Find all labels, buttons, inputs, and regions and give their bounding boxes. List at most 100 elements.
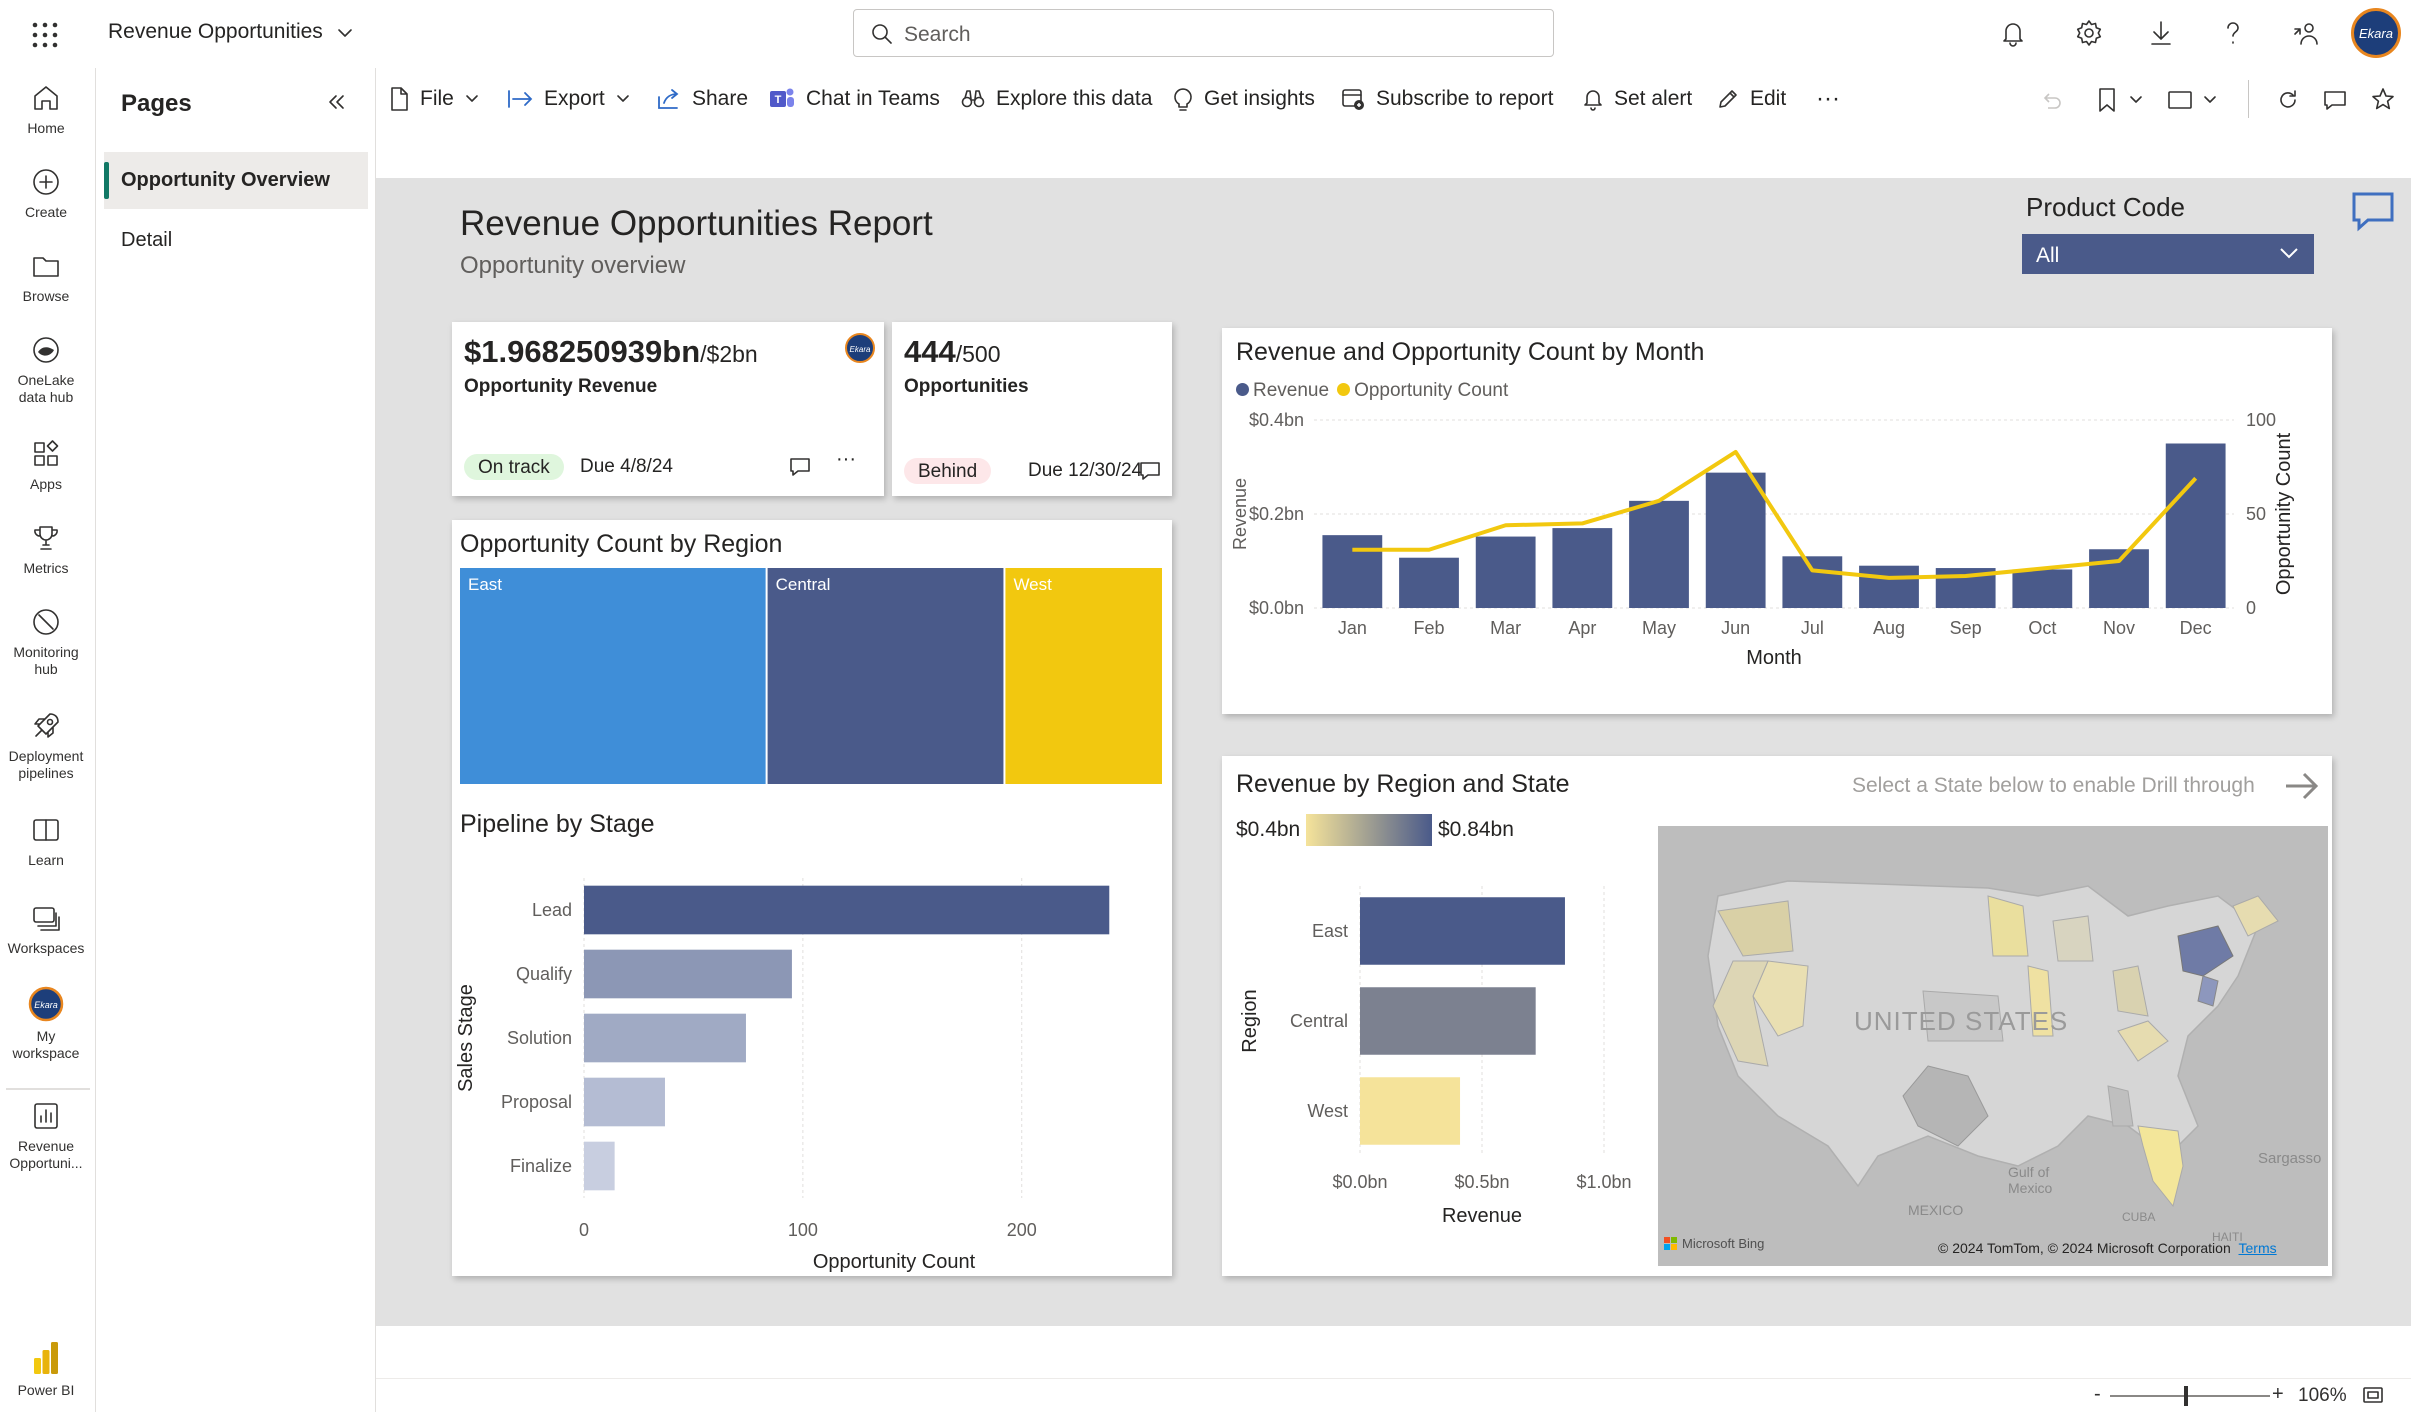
nav-item-onelake[interactable]: OneLake data hub xyxy=(0,334,92,406)
fit-to-page-icon[interactable] xyxy=(2362,1385,2384,1405)
nav-item-apps[interactable]: Apps xyxy=(0,438,92,493)
nav-item-create[interactable]: Create xyxy=(0,166,92,221)
view-icon[interactable] xyxy=(2166,88,2194,112)
terms-link[interactable]: Terms xyxy=(2238,1240,2277,1256)
pipeline-bar-proposal[interactable] xyxy=(584,1077,665,1127)
zoom-slider-thumb[interactable] xyxy=(2184,1386,2188,1406)
y-tick-label: $0.4bn xyxy=(1249,410,1304,430)
chevron-down-icon xyxy=(466,95,478,102)
kpi-more-options[interactable]: ··· xyxy=(836,448,856,470)
map-label-mexico: MEXICO xyxy=(1908,1202,1964,1218)
bell-icon[interactable] xyxy=(1998,18,2028,48)
y-tick-label: Finalize xyxy=(510,1156,572,1176)
nav-item-revenue-report[interactable]: Revenue Opportuni... xyxy=(0,1100,92,1172)
zoom-out-button[interactable]: - xyxy=(2094,1383,2101,1405)
us-map[interactable]: UNITED STATES MEXICO Gulf of Mexico Sarg… xyxy=(1658,826,2328,1266)
favorite-star-icon[interactable] xyxy=(2370,86,2396,112)
nav-item-home[interactable]: Home xyxy=(0,82,92,137)
chevron-down-icon xyxy=(616,95,629,102)
page-tab-opportunity-overview[interactable]: Opportunity Overview xyxy=(104,152,368,209)
chevron-down-icon[interactable] xyxy=(2202,94,2218,106)
comment-icon[interactable] xyxy=(1138,460,1162,482)
subscribe-icon xyxy=(1342,89,1364,110)
power-bi-brand[interactable]: Power BI xyxy=(0,1340,92,1399)
pipeline-bar-qualify[interactable] xyxy=(584,949,792,999)
share-feedback-icon[interactable] xyxy=(2290,18,2320,48)
svg-text:Ekara: Ekara xyxy=(850,345,871,354)
pipeline-bar-lead[interactable] xyxy=(584,885,1110,935)
download-icon[interactable] xyxy=(2146,18,2176,48)
user-avatar[interactable]: Ekara xyxy=(2351,8,2401,58)
get-insights-button[interactable]: Get insights xyxy=(1172,82,1315,116)
legend-revenue[interactable]: Revenue xyxy=(1236,380,1329,402)
treemap-label: West xyxy=(1013,575,1052,594)
x-tick-label: Aug xyxy=(1873,618,1905,638)
bookmark-icon[interactable] xyxy=(2096,86,2118,114)
kpi-count-due-date: Due 12/30/24 xyxy=(1028,460,1143,481)
explore-data-button[interactable]: Explore this data xyxy=(960,82,1152,116)
revenue-bar[interactable] xyxy=(2012,569,2073,608)
revenue-bar[interactable] xyxy=(1475,536,1536,608)
search-input[interactable]: Search xyxy=(853,9,1554,57)
revenue-bar[interactable] xyxy=(1629,500,1689,608)
combo-chart[interactable]: $0.0bn $0.2bn $0.4bn 0 50 100 Revenue Opportuni… xyxy=(1222,408,2332,714)
chevron-down-icon[interactable] xyxy=(2128,94,2144,106)
app-title[interactable]: Revenue Opportunities xyxy=(108,20,323,43)
region-bar-central[interactable] xyxy=(1360,987,1536,1055)
nav-item-my-workspace[interactable]: Ekara My workspace xyxy=(0,986,92,1062)
revenue-bar[interactable] xyxy=(1399,557,1459,608)
undo-icon[interactable] xyxy=(2040,90,2062,112)
file-menu[interactable]: File xyxy=(388,82,480,116)
gradient-legend-min: $0.4bn xyxy=(1236,818,1301,841)
nav-item-browse[interactable]: Browse xyxy=(0,250,92,305)
arrow-right-icon[interactable] xyxy=(2282,768,2322,804)
revenue-region-bar-chart[interactable]: $0.0bn $0.5bn $1.0bn East Central West Revenue… xyxy=(1222,856,1662,1276)
chat-bubble-icon[interactable] xyxy=(2350,190,2396,234)
pipeline-bar-finalize[interactable] xyxy=(584,1141,615,1191)
revenue-bar[interactable] xyxy=(1782,556,1843,608)
book-icon xyxy=(33,819,59,841)
nav-item-learn[interactable]: Learn xyxy=(0,814,92,869)
nav-item-workspaces[interactable]: Workspaces xyxy=(0,902,92,957)
refresh-icon[interactable] xyxy=(2276,88,2300,112)
export-menu[interactable]: Export xyxy=(506,82,631,116)
app-launcher-icon[interactable] xyxy=(30,20,60,50)
treemap-tile-central[interactable] xyxy=(767,568,1004,784)
kpi-card-opportunities[interactable]: 444/500 Opportunities Behind Due 12/30/2… xyxy=(892,322,1172,496)
comment-icon[interactable] xyxy=(2322,88,2348,112)
nav-item-monitoring[interactable]: Monitoring hub xyxy=(0,606,92,678)
zoom-slider-track[interactable] xyxy=(2110,1395,2270,1397)
revenue-bar[interactable] xyxy=(1859,565,1919,608)
chat-in-teams-button[interactable]: T Chat in Teams xyxy=(768,82,940,116)
chevron-down-icon[interactable] xyxy=(336,26,354,40)
subscribe-button[interactable]: Subscribe to report xyxy=(1340,82,1553,116)
share-button[interactable]: Share xyxy=(656,82,748,116)
nav-item-metrics[interactable]: Metrics xyxy=(0,522,92,577)
region-bar-east[interactable] xyxy=(1360,897,1565,965)
more-options-button[interactable]: ··· xyxy=(1816,85,1840,112)
pipeline-bar-solution[interactable] xyxy=(584,1013,746,1063)
kpi-card-revenue[interactable]: $1.968250939bn/$2bn Opportunity Revenue … xyxy=(452,322,884,496)
edit-button[interactable]: Edit xyxy=(1716,82,1786,116)
pages-title: Pages xyxy=(121,90,192,117)
region-bar-west[interactable] xyxy=(1360,1077,1461,1145)
zoom-in-button[interactable]: + xyxy=(2272,1383,2284,1405)
gear-icon[interactable] xyxy=(2074,18,2104,48)
pencil-icon xyxy=(1719,90,1737,108)
nav-item-deployment[interactable]: Deployment pipelines xyxy=(0,710,92,782)
collapse-pane-icon[interactable] xyxy=(326,92,348,112)
set-alert-button[interactable]: Set alert xyxy=(1582,82,1692,116)
revenue-bar[interactable] xyxy=(1322,535,1383,608)
revenue-bar[interactable] xyxy=(2165,443,2226,609)
treemap-chart[interactable]: East Central West xyxy=(460,568,1164,784)
treemap-tile-west[interactable] xyxy=(1005,568,1162,784)
pipeline-chart[interactable]: 0 100 200 Lead Qualify Solution Proposal Finali… xyxy=(452,850,1172,1276)
treemap-tile-east[interactable] xyxy=(460,568,766,784)
product-code-dropdown[interactable]: All xyxy=(2022,234,2314,274)
page-tab-detail[interactable]: Detail xyxy=(121,229,173,251)
revenue-bar[interactable] xyxy=(1705,472,1766,608)
help-icon[interactable] xyxy=(2218,18,2248,48)
revenue-bar[interactable] xyxy=(1552,528,1613,608)
legend-opportunity-count[interactable]: Opportunity Count xyxy=(1337,380,1508,402)
comment-icon[interactable] xyxy=(788,456,812,478)
